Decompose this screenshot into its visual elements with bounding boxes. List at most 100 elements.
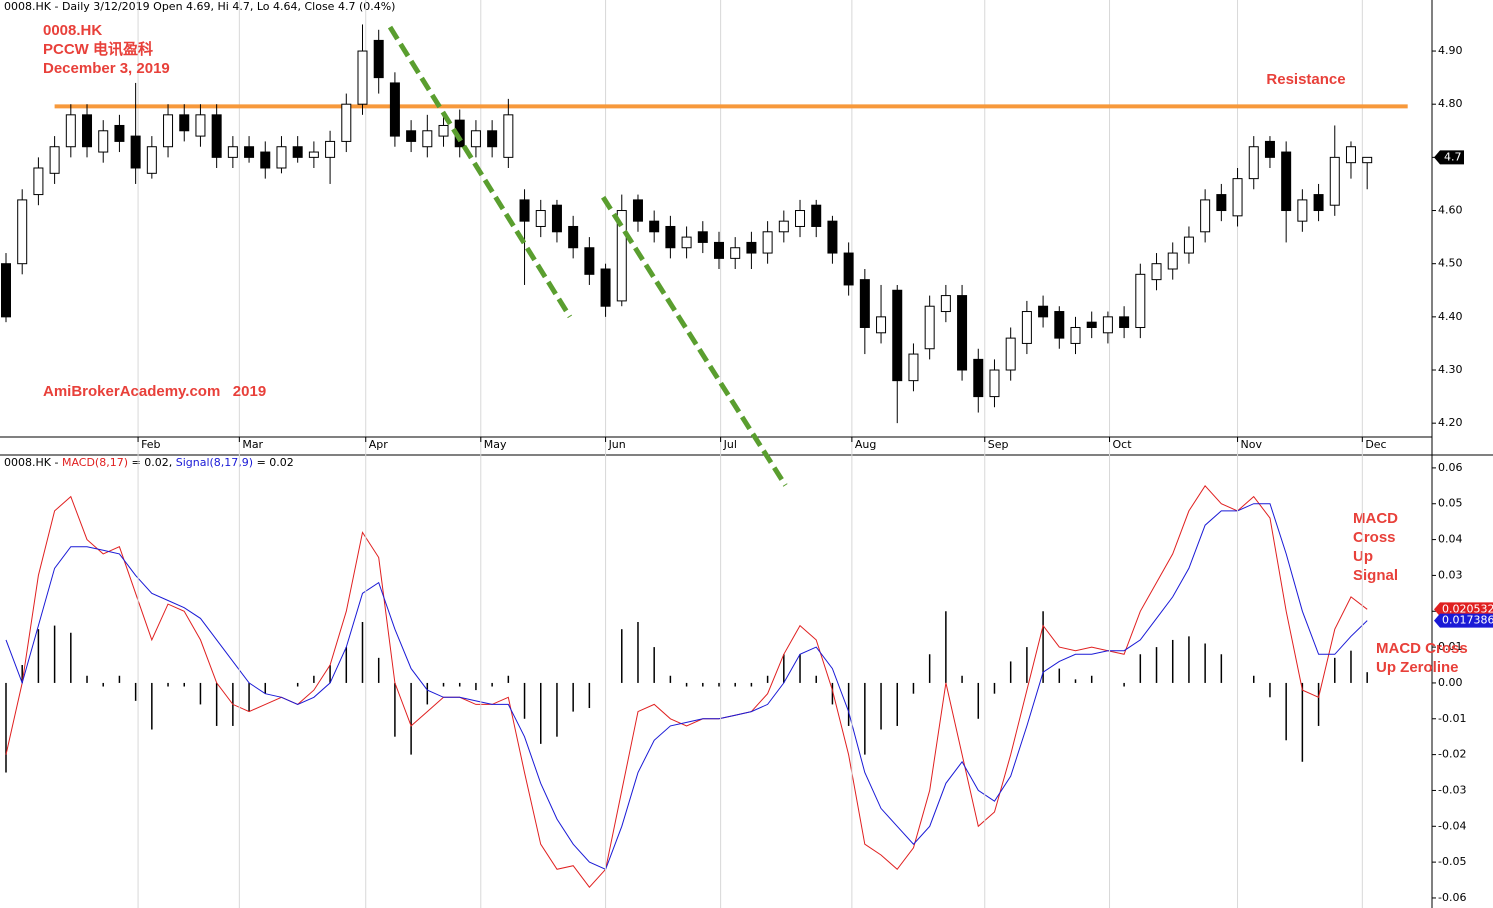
candle-body: [114, 124, 125, 142]
candle-body: [697, 231, 708, 243]
y-tick-label: 4.40: [1438, 310, 1463, 323]
y-tick-label: 0.05: [1438, 497, 1463, 510]
candle-body: [1135, 273, 1146, 328]
candle-body: [1102, 316, 1113, 334]
candle-body: [908, 353, 919, 382]
candle-body: [1167, 252, 1178, 270]
x-tick-label: Sep: [988, 438, 1009, 451]
candle-body: [179, 114, 190, 132]
legend-text: = 0.02: [257, 456, 294, 469]
legend-text: Signal(8,17,9): [176, 456, 253, 469]
x-tick-label: Aug: [855, 438, 876, 451]
candle-body: [1086, 321, 1097, 328]
candle-body: [1005, 337, 1016, 371]
candle-body: [1054, 311, 1065, 339]
x-tick-label: Mar: [242, 438, 263, 451]
candle-body: [632, 199, 643, 222]
trend-line: [601, 195, 788, 487]
y-tick-label: -0.04: [1438, 819, 1466, 832]
x-tick-label: Nov: [1241, 438, 1263, 451]
candle-body: [535, 210, 546, 227]
x-tick-label: May: [484, 438, 507, 451]
candle-body: [325, 140, 336, 158]
legend-text: 0008.HK -: [4, 456, 58, 469]
candle-body: [1297, 199, 1308, 222]
x-tick-label: Feb: [141, 438, 160, 451]
candle-body: [649, 220, 660, 233]
candle-body: [244, 146, 255, 158]
annotation: Signal: [1353, 567, 1398, 584]
candle-body: [276, 146, 287, 169]
candle-body: [373, 39, 384, 79]
y-tick-label: 0.03: [1438, 568, 1463, 581]
candle-body: [146, 146, 157, 174]
candle-body: [389, 82, 400, 137]
legend: 0008.HK - MACD(8,17) = 0.02, Signal(8,17…: [4, 456, 297, 469]
annotation: 0008.HK: [43, 22, 102, 39]
candle-body: [227, 146, 238, 158]
y-tick-label: 4.80: [1438, 97, 1463, 110]
candle-body: [1038, 305, 1049, 318]
candle-body: [49, 146, 60, 174]
candle-body: [260, 151, 271, 169]
candle-body: [357, 50, 368, 105]
candle-body: [0, 263, 11, 318]
candle-body: [568, 225, 579, 249]
candle-body: [17, 199, 28, 265]
y-tick-label: -0.06: [1438, 891, 1466, 904]
annotation: MACD: [1353, 510, 1398, 527]
annotation: PCCW 电讯盈科: [43, 40, 153, 58]
last-value-marker: [1434, 150, 1464, 165]
candle-body: [1264, 140, 1275, 158]
candle-body: [211, 114, 222, 158]
candle-body: [713, 241, 724, 259]
y-tick-label: 0.00: [1438, 676, 1463, 689]
y-tick-label: -0.03: [1438, 783, 1466, 796]
y-tick-label: 4.50: [1438, 257, 1463, 270]
candle-body: [827, 220, 838, 254]
candle-body: [1200, 199, 1211, 233]
candle-body: [989, 369, 1000, 398]
x-tick-label: Jul: [723, 438, 737, 451]
candle-body: [1021, 311, 1032, 344]
y-tick-label: -0.01: [1438, 712, 1466, 725]
annotation: AmiBrokerAcademy.com 2019: [43, 383, 266, 400]
candle-body: [406, 130, 417, 142]
annotation: December 3, 2019: [43, 60, 170, 77]
candle-body: [1281, 151, 1292, 212]
x-tick-label: Dec: [1365, 438, 1386, 451]
candle-body: [892, 289, 903, 382]
candle-body: [195, 114, 206, 137]
candle-body: [438, 124, 449, 137]
candle-body: [1362, 156, 1373, 164]
trend-line: [387, 25, 573, 319]
y-tick-label: 0.04: [1438, 533, 1463, 546]
annotation: Up Zeroline: [1376, 659, 1459, 676]
last-value-label: 0.020532: [1442, 602, 1493, 615]
candle-body: [1151, 263, 1162, 281]
candle-body: [1183, 236, 1194, 254]
chart-title: 0008.HK - Daily 3/12/2019 Open 4.69, Hi …: [4, 0, 395, 13]
candle-body: [470, 130, 481, 148]
candle-body: [681, 236, 692, 249]
candle-body: [1248, 146, 1259, 180]
macd-line: [5, 484, 1368, 888]
annotation: MACD Cross: [1376, 640, 1468, 657]
y-tick-label: 4.60: [1438, 204, 1463, 217]
candle-body: [811, 204, 822, 227]
x-tick-label: Jun: [608, 438, 626, 451]
candle-body: [795, 210, 806, 227]
candle-body: [487, 130, 498, 148]
candle-body: [924, 305, 935, 350]
candle-body: [551, 204, 562, 233]
candle-body: [1232, 178, 1243, 217]
y-tick-label: 4.30: [1438, 363, 1463, 376]
candle-body: [1070, 326, 1081, 344]
annotation: Cross: [1353, 529, 1396, 546]
candle-body: [940, 295, 951, 313]
candle-body: [1216, 194, 1227, 212]
candle-body: [82, 114, 93, 148]
candle-body: [33, 167, 44, 196]
candle-body: [519, 199, 530, 222]
